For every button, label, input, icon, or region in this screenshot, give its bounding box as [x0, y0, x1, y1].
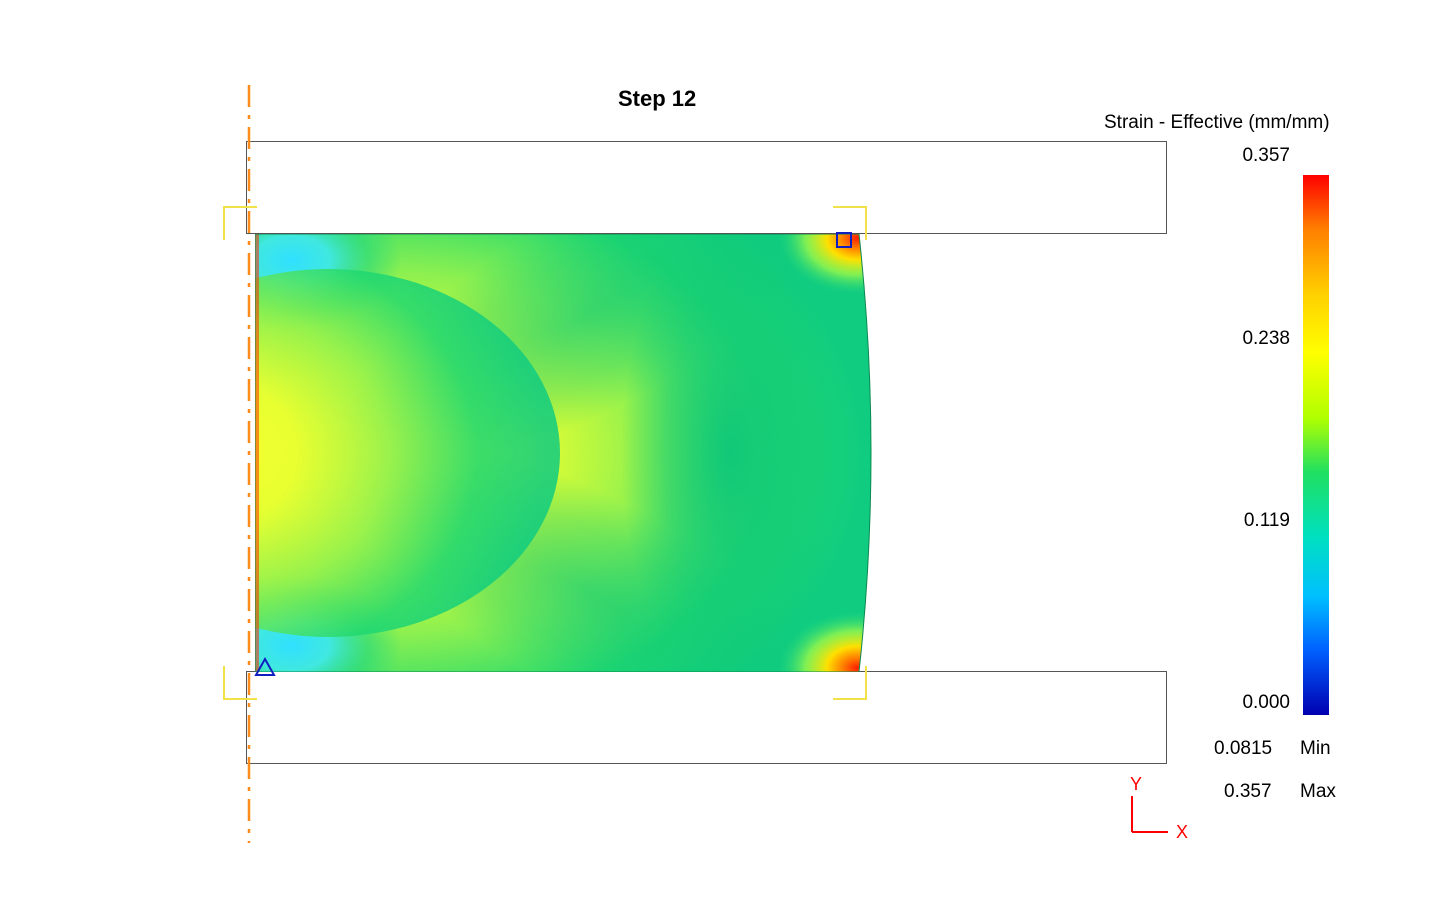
step-title: Step 12	[618, 86, 696, 112]
colorbar-title: Strain - Effective (mm/mm)	[1104, 112, 1330, 134]
strain-contour-plot	[255, 234, 885, 672]
svg-text:X: X	[1176, 822, 1188, 842]
max-marker-square-icon	[836, 232, 852, 248]
fea-viewport: Step 12	[0, 0, 1442, 924]
svg-text:Y: Y	[1130, 774, 1142, 794]
colorbar-tick: 0.238	[1220, 328, 1290, 350]
colorbar-gradient	[1303, 175, 1329, 715]
symmetry-axis	[246, 85, 252, 843]
bottom-die	[246, 671, 1167, 764]
max-label: Max	[1300, 781, 1336, 803]
coord-system-icon: X Y	[1128, 770, 1194, 836]
colorbar-tick: 0.119	[1220, 510, 1290, 532]
min-marker-triangle-icon	[255, 658, 275, 676]
corner-top-left	[223, 206, 257, 240]
colorbar-tick: 0.000	[1220, 692, 1290, 714]
top-die	[246, 141, 1167, 234]
max-value: 0.357	[1224, 781, 1272, 803]
corner-bottom-left	[223, 666, 257, 700]
min-label: Min	[1300, 738, 1331, 760]
colorbar-tick: 0.357	[1220, 145, 1290, 167]
min-value: 0.0815	[1214, 738, 1272, 760]
